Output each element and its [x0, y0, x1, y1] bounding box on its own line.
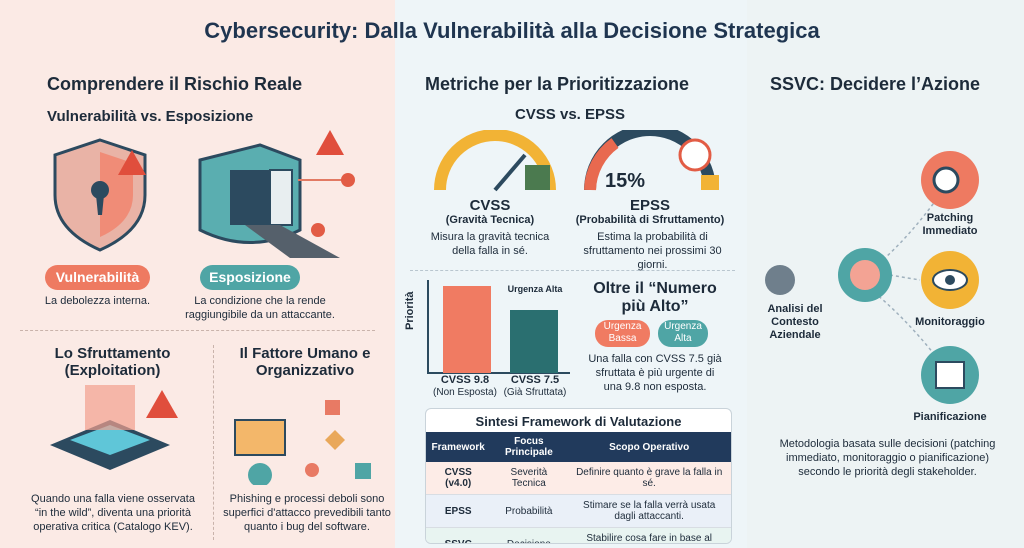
bar-label: CVSS 7.5	[510, 374, 560, 386]
table-title: Sintesi Framework di Valutazione	[475, 414, 682, 429]
needle	[493, 153, 527, 192]
envelope	[234, 419, 286, 456]
bar	[510, 310, 558, 373]
epss-gauge-value: 15%	[604, 170, 646, 192]
axis-label: Priorità	[404, 291, 416, 330]
page-title: Cybersecurity: Dalla Vulnerabilità alla …	[204, 18, 820, 43]
section-text: Phishing e processi deboli sono superfic…	[223, 493, 391, 533]
right-title: SSVC: Decidere l’Azione	[770, 74, 981, 94]
cvss-label: (Gravità Tecnica)	[445, 214, 535, 226]
high-tag: Urgenza Alta	[658, 320, 708, 347]
section-title: Lo Sfruttamento (Exploitation)	[54, 345, 171, 379]
row: SSVC Decisione Stabilire cosa fare in ba…	[426, 527, 731, 543]
path	[245, 225, 340, 258]
row: CVSS (v4.0) Severità Tecnica Definire qu…	[426, 462, 731, 495]
action-label: Pianificazione	[913, 411, 987, 423]
bug	[341, 173, 355, 187]
epss-gauge-fill	[584, 138, 619, 191]
bar	[443, 286, 491, 373]
section-title: Il Fattore Umano e Organizzativo	[239, 345, 371, 379]
shape	[325, 430, 345, 450]
warning-icon	[118, 150, 146, 175]
header-row: Framework Focus Principale Scopo Operati…	[426, 432, 731, 462]
divider	[213, 345, 214, 540]
exposure-text: La condizione che la rende raggiungibile…	[185, 295, 335, 321]
left-title: Comprendere il Rischio Reale	[47, 74, 303, 94]
gauges	[434, 130, 719, 192]
pupil	[945, 275, 955, 285]
input-node	[765, 265, 795, 295]
priority-chart	[427, 280, 570, 374]
bar-tag: Urgenza Alta	[507, 284, 563, 294]
chip-top	[70, 425, 150, 455]
lock	[701, 175, 719, 190]
middle-title: Metriche per la Prioritizzazione	[425, 74, 690, 94]
epss-name: EPSS	[629, 197, 671, 214]
left-subtitle: Vulnerabilità vs. Esposizione	[47, 108, 254, 125]
cell: Stimare se la falla verrà usata dagli at…	[567, 494, 731, 528]
epss-text: Estima la probabilità di sfruttamento ne…	[583, 231, 722, 271]
pin	[311, 223, 325, 237]
keyhole-slot	[96, 195, 104, 215]
vulnerability-tag: Vulnerabilità	[45, 265, 150, 290]
shape	[325, 400, 340, 415]
left-icons	[53, 130, 355, 258]
warning-icon	[146, 390, 178, 418]
cell: Stabilire cosa fare in base al contesto …	[567, 527, 731, 543]
column-header: Framework	[426, 432, 491, 462]
cell: CVSS (v4.0)	[426, 462, 491, 495]
cell: Decisione	[490, 527, 568, 543]
bar-label: CVSS 9.8	[440, 374, 490, 386]
column-header: Focus Principale	[490, 432, 568, 462]
cell: EPSS	[426, 494, 491, 528]
cvss-text: Misura la gravità tecnica della falla in…	[430, 231, 550, 257]
door	[230, 170, 270, 225]
person	[248, 463, 272, 485]
shape	[355, 463, 371, 479]
shape	[305, 463, 319, 477]
cvss-name: CVSS	[469, 197, 511, 214]
door-leaf	[269, 169, 293, 226]
summary-table: Framework Focus Principale Scopo Operati…	[426, 432, 731, 543]
section-text: Quando una falla viene osservata “in the…	[31, 493, 195, 533]
section-icons	[50, 385, 371, 485]
input-label: Analisi del Contesto Aziendale	[767, 303, 823, 341]
stopwatch	[932, 166, 960, 194]
middle-subtitle: CVSS vs. EPSS	[514, 106, 626, 123]
bar-note: (Già Sfruttata)	[503, 387, 567, 398]
divider	[410, 270, 735, 271]
right-text: Metodologia basata sulle decisioni (patc…	[779, 438, 996, 478]
brain	[850, 260, 880, 290]
cell: Probabilità	[490, 494, 568, 528]
summary-table-box: Sintesi Framework di Valutazione Framewo…	[425, 408, 732, 544]
warning-icon-2	[316, 130, 344, 155]
column-header: Scopo Operativo	[567, 432, 731, 462]
beyond-text: Una falla con CVSS 7.5 già sfruttata è p…	[588, 353, 722, 393]
cell: Definire quanto è grave la falla in sé.	[567, 462, 731, 495]
bar-note: (Non Esposta)	[433, 387, 497, 398]
epss-label: (Probabilità di Sfruttamento)	[575, 214, 725, 226]
keyhole	[91, 181, 109, 199]
document	[85, 385, 135, 430]
row: EPSS Probabilità Stimare se la falla ver…	[426, 494, 731, 528]
beyond-title: Oltre il “Numero più Alto”	[593, 280, 717, 315]
action-label: Monitoraggio	[915, 316, 985, 328]
chip	[525, 165, 550, 190]
calendar	[935, 361, 965, 389]
action-label: Patching Immediato	[922, 212, 978, 237]
stopwatch	[678, 138, 712, 172]
cell: Severità Tecnica	[490, 462, 568, 495]
vulnerability-text: La debolezza interna.	[44, 295, 151, 307]
exposure-tag: Esposizione	[200, 265, 300, 290]
cell: SSVC	[426, 527, 491, 543]
divider	[20, 330, 375, 331]
ssvc-diagram	[765, 151, 979, 404]
low-tag: Urgenza Bassa	[595, 320, 650, 347]
